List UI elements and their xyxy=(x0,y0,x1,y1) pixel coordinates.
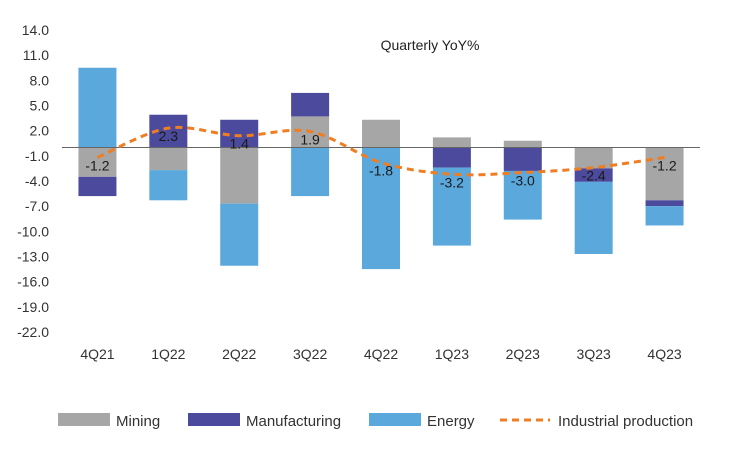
y-tick-label: -1.0 xyxy=(25,148,49,164)
y-tick-label: -10.0 xyxy=(17,223,49,239)
legend-label-energy: Energy xyxy=(427,413,475,430)
bar-mining xyxy=(149,147,188,171)
y-tick-label: 5.0 xyxy=(30,98,50,114)
industrial-production-line xyxy=(96,125,665,177)
legend-swatch-mining xyxy=(58,413,110,426)
bar-energy xyxy=(149,170,188,201)
bar-mining xyxy=(432,137,471,148)
bar-energy xyxy=(574,181,613,254)
data-label: 1.4 xyxy=(229,136,249,152)
legend-label-industrial-production: Industrial production xyxy=(558,413,693,430)
bar-energy xyxy=(220,203,259,266)
data-label: -2.4 xyxy=(582,168,606,184)
bar-mining xyxy=(574,147,613,169)
bar-energy xyxy=(291,147,330,197)
bar-energy xyxy=(645,206,684,226)
legend-swatch-energy xyxy=(369,413,421,426)
data-labels: -1.2 2.3 1.4 1.9 -1.8 -3.2 -3.0 -2.4 -1.2 xyxy=(85,128,676,190)
bar-energy xyxy=(503,170,542,220)
y-tick-label: -13.0 xyxy=(17,249,49,265)
y-axis-labels: 14.0 11.0 8.0 5.0 2.0 -1.0 -4.0 -7.0 -10.0 -13.0 -… xyxy=(17,22,49,340)
y-tick-label: -7.0 xyxy=(25,198,49,214)
y-tick-label: -19.0 xyxy=(17,299,49,315)
industrial-production-layer xyxy=(96,125,665,177)
x-category-label: 2Q22 xyxy=(222,346,256,362)
data-label: -1.8 xyxy=(369,163,393,179)
data-label: 1.9 xyxy=(300,132,320,148)
x-category-label: 3Q22 xyxy=(293,346,327,362)
bar-mining xyxy=(220,147,259,204)
data-label: 2.3 xyxy=(159,128,179,144)
bar-manufacturing xyxy=(503,147,542,171)
bar-manufacturing xyxy=(291,92,330,117)
x-category-label: 3Q23 xyxy=(577,346,611,362)
y-tick-label: -16.0 xyxy=(17,274,49,290)
y-tick-label: 11.0 xyxy=(23,47,49,63)
bar-manufacturing xyxy=(432,147,471,168)
y-tick-label: -22.0 xyxy=(17,324,49,340)
y-tick-label: 14.0 xyxy=(22,22,49,38)
data-label: -3.0 xyxy=(511,173,535,189)
data-label: -3.2 xyxy=(440,174,464,190)
bar-mining xyxy=(362,119,400,148)
bar-energy xyxy=(432,167,471,246)
y-tick-label: 8.0 xyxy=(30,72,50,88)
bar-energy xyxy=(362,147,400,270)
chart-title: Quarterly YoY% xyxy=(381,37,480,53)
bar-manufacturing xyxy=(78,176,117,197)
bar-mining xyxy=(645,147,684,201)
bar-manufacturing xyxy=(574,168,613,182)
x-category-label: 1Q23 xyxy=(435,346,469,362)
legend-label-mining: Mining xyxy=(116,413,160,430)
y-tick-label: -4.0 xyxy=(25,173,49,189)
x-axis-labels: 4Q21 1Q22 2Q22 3Q22 4Q22 1Q23 2Q23 3Q23 4Q23 xyxy=(80,346,682,362)
bar-energy xyxy=(78,67,117,148)
legend-label-manufacturing: Manufacturing xyxy=(246,413,341,430)
data-label: -1.2 xyxy=(652,158,676,174)
data-label: -1.2 xyxy=(85,158,109,174)
bars xyxy=(78,67,684,270)
x-category-label: 4Q23 xyxy=(647,346,681,362)
bar-manufacturing xyxy=(645,200,684,207)
x-category-label: 4Q21 xyxy=(80,346,114,362)
legend-swatch-manufacturing xyxy=(188,413,240,426)
y-tick-label: 2.0 xyxy=(30,123,50,139)
x-category-label: 2Q23 xyxy=(506,346,540,362)
x-category-label: 1Q22 xyxy=(151,346,185,362)
bar-mining xyxy=(503,140,542,148)
legend: Mining Manufacturing Energy Industrial prod… xyxy=(58,413,693,430)
x-category-label: 4Q22 xyxy=(364,346,398,362)
